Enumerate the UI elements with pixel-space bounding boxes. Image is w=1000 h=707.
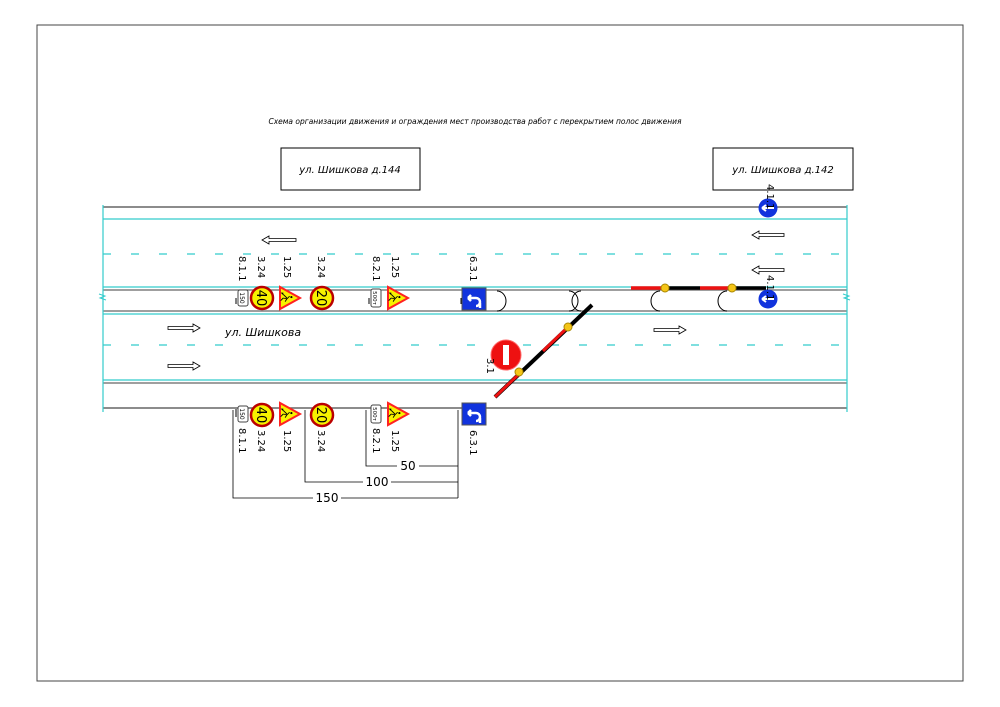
svg-text:500т: 500т [371,407,377,421]
street-name: ул. Шишкова [224,326,301,339]
label-8-1-1: 8.1.1 [236,256,247,281]
warning-lamp-icon [660,283,670,293]
lane-arrows [167,230,785,371]
roadworks-sign [279,285,303,311]
warning-lamp-icon [563,322,573,332]
address-box-right: ул. Шишкова д.142 [712,147,854,191]
warning-lamp-icon [727,283,737,293]
svg-text:40: 40 [253,290,268,307]
no-entry-sign [490,339,522,371]
label-3-24: 3.24 [315,430,326,452]
plate-8-2-1: 500т [370,288,382,308]
label-1-25: 1.25 [281,256,292,278]
svg-text:20: 20 [313,407,328,424]
drawing-frame [36,24,964,682]
left-direction-sign [758,198,778,218]
arrow-left-icon [751,230,785,240]
warning-lamp-icon [514,367,524,377]
plate-8-1-1: 150 [237,289,249,307]
speed-limit-20-sign: 20 [309,402,335,428]
svg-text:500т: 500т [371,291,377,305]
label-4-1-1: 4.1.1 [764,184,775,209]
speed-limit-40-sign: 40 [249,402,275,428]
label-3-1: 3.1 [484,358,495,374]
roadworks-sign [387,285,411,311]
dimension-lines [232,410,459,499]
left-direction-sign [758,289,778,309]
arrow-left-icon [751,265,785,275]
svg-text:40: 40 [253,407,268,424]
address-left: ул. Шишкова д.144 [298,165,401,176]
dimension-100: 100 [366,475,389,489]
speed-limit-20-sign: 20 [309,285,335,311]
roadworks-sign [387,401,411,427]
label-1-25: 1.25 [389,430,400,452]
label-1-25: 1.25 [389,256,400,278]
lane-barrier [631,283,766,293]
plate-8-1-1: 150 [237,405,249,423]
label-3-24: 3.24 [255,256,266,278]
svg-text:20: 20 [313,290,328,307]
arrow-right-icon [167,323,201,333]
label-1-25: 1.25 [281,430,292,452]
address-box-left: ул. Шишкова д.144 [280,147,421,191]
label-8-1-1: 8.1.1 [236,428,247,453]
label-4-1-1: 4.1.1 [764,275,775,300]
dimension-150: 150 [316,491,339,505]
u-turn-sign [461,287,487,311]
arrow-left-icon [261,235,297,245]
label-6-3-1: 6.3.1 [467,256,478,281]
address-right: ул. Шишкова д.142 [731,165,834,176]
scheme-title: Схема организации движения и ограждения … [268,117,682,126]
label-8-2-1: 8.2.1 [370,256,381,281]
arrow-right-icon [653,325,687,335]
svg-text:150: 150 [238,408,245,420]
arrow-right-icon [167,361,201,371]
label-6-3-1: 6.3.1 [467,430,478,455]
svg-text:150: 150 [238,292,245,304]
top-sign-group: 150 40 20 500т 8.1.1 [235,256,487,311]
diagonal-barrier [493,303,594,399]
bottom-sign-group: 150 40 20 500т 8.1.1 3.24 [235,401,487,455]
roadworks-sign [279,401,303,427]
dimension-50: 50 [400,459,415,473]
label-8-2-1: 8.2.1 [370,428,381,453]
plate-8-2-1: 500т [370,404,382,424]
u-turn-sign [461,402,487,426]
label-3-24: 3.24 [255,430,266,452]
speed-limit-40-sign: 40 [249,285,275,311]
label-3-24: 3.24 [315,256,326,278]
